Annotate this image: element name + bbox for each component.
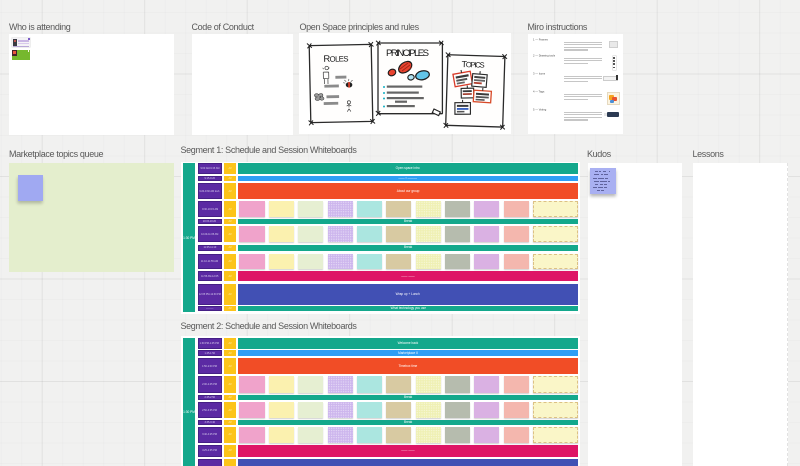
svg-text:ROLES: ROLES bbox=[323, 52, 348, 64]
svg-text:TOPICS: TOPICS bbox=[461, 59, 484, 70]
svg-text:PRINCIPLES: PRINCIPLES bbox=[386, 48, 429, 59]
